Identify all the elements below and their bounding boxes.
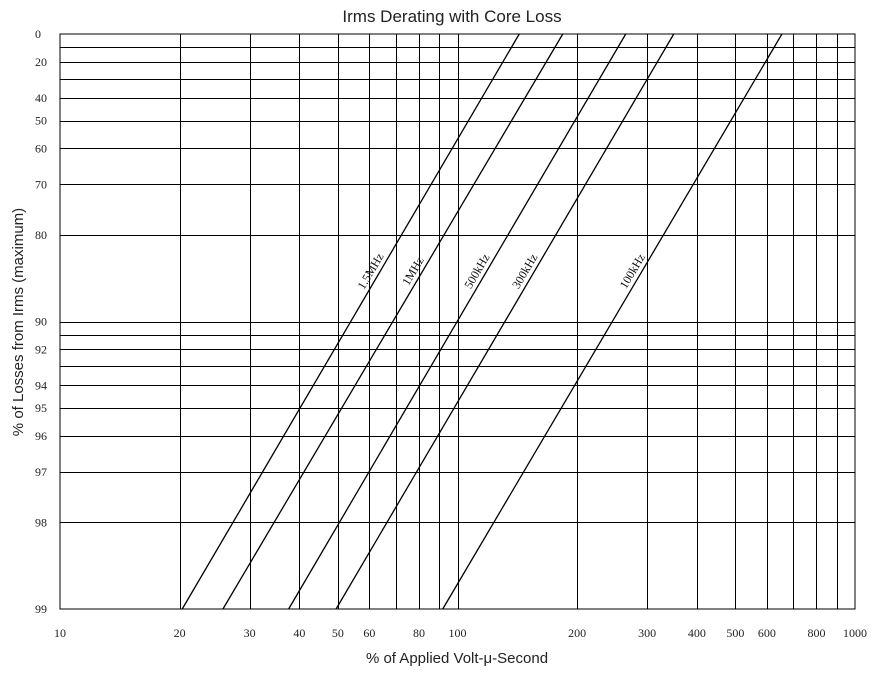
series-label: 100kHz [617,251,648,291]
series-label-text: 1.5MHz [354,250,386,291]
x-tick-label: 400 [688,626,706,640]
y-tick-label: 0 [35,27,41,41]
y-tick-label: 98 [35,515,47,529]
plot-frame [59,33,856,610]
y-tick-label: 97 [35,465,47,479]
series-line [442,33,783,610]
series-lines [181,33,783,610]
x-tick-label: 40 [293,626,305,640]
y-tick-label: 50 [35,114,47,128]
chart-title: Irms Derating with Core Loss [342,7,561,26]
x-tick-label: 50 [332,626,344,640]
x-tick-label: 200 [568,626,586,640]
series-line [222,33,564,610]
series-label: 500kHz [461,251,492,291]
series-label-text: 100kHz [617,251,648,291]
y-tick-label: 60 [35,141,47,155]
y-tick-label: 90 [35,315,47,329]
x-tick-label: 800 [807,626,825,640]
y-tick-label: 95 [35,401,47,415]
x-tick-label: 60 [363,626,375,640]
x-tick-label: 300 [638,626,656,640]
series-line [288,33,627,610]
y-tick-label: 94 [35,378,47,392]
x-tick-label: 1000 [843,626,867,640]
x-tick-label: 500 [726,626,744,640]
series-label: 1.5MHz [354,250,386,291]
tick-labels: 10 20 30 40 50 60 80 100 200 300 400 500 600 800 1000 0… [35,27,867,640]
series-label-text: 300kHz [509,251,540,291]
series-labels: 1.5MHz 1MHz 500kHz 300kHz 100kHz [354,250,648,291]
y-tick-label: 40 [35,91,47,105]
x-tick-label: 30 [244,626,256,640]
y-tick-label: 96 [35,429,47,443]
y-tick-label: 80 [35,228,47,242]
x-axis-label: % of Applied Volt-μ-Second [366,650,548,667]
series-label-text: 500kHz [461,251,492,291]
series-line [335,33,675,610]
x-tick-label: 10 [54,626,66,640]
x-tick-label: 600 [758,626,776,640]
x-tick-label: 100 [449,626,467,640]
y-tick-label: 92 [35,342,47,356]
y-tick-label: 20 [35,55,47,69]
x-tick-label: 20 [174,626,186,640]
series-line [181,33,520,610]
grid [59,33,856,610]
series-label: 300kHz [509,251,540,291]
y-tick-label: 99 [35,602,47,616]
y-axis-label: % of Losses from Irms (maximum) [10,208,27,436]
y-tick-label: 70 [35,177,47,191]
x-tick-label: 80 [413,626,425,640]
